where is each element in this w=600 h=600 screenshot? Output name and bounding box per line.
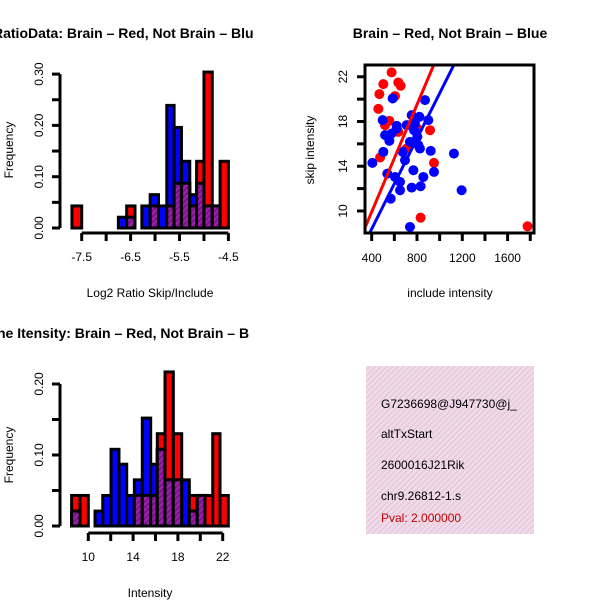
point-not-brain	[395, 185, 406, 196]
y-tick-label: 14	[336, 159, 350, 173]
point-not-brain	[377, 115, 388, 126]
ratio-histogram-bars	[70, 70, 230, 230]
point-not-brain	[456, 185, 467, 196]
y-tick-label: 0.20	[32, 372, 46, 396]
point-brain	[415, 212, 426, 223]
intensity-scatter: Brain – Red, Not Brain – Blue 400 800 1200…	[303, 25, 548, 300]
y-tick-label: 0.20	[32, 113, 46, 137]
y-tick-label: 0.10	[32, 165, 46, 189]
point-not-brain	[420, 95, 431, 106]
info-event-type: altTxStart	[381, 427, 433, 441]
x-tick-label: 1600	[494, 251, 521, 265]
info-event-id: G7236698@J947730@j_	[381, 397, 517, 411]
x-tick-label: 22	[216, 550, 230, 564]
point-not-brain	[425, 145, 436, 156]
point-brain	[395, 80, 406, 91]
point-not-brain	[415, 181, 426, 192]
bar-brain	[218, 493, 230, 528]
plot-frame	[363, 63, 536, 235]
ratio-histogram-xlabel: Log2 Ratio Skip/Include	[87, 286, 214, 300]
y-tick-label: 0.10	[32, 443, 46, 467]
fit-line-brain	[365, 65, 436, 229]
intensity-scatter-xlabel: include intensity	[407, 286, 492, 300]
bar-brain	[70, 204, 84, 230]
intensity-histogram-bars	[70, 370, 230, 528]
info-gene-name: 2600016J21Rik	[381, 458, 465, 472]
info-location: chr9.26812-1.s	[381, 489, 461, 503]
scatter-data	[365, 65, 533, 233]
point-brain	[378, 79, 389, 90]
intensity-histogram-ylabel: Frequency	[2, 427, 16, 484]
x-tick-label: 18	[171, 550, 185, 564]
point-not-brain	[404, 221, 415, 232]
intensity-histogram: ne Itensity: Brain – Red, Not Brain – B …	[0, 325, 249, 600]
info-pval: Pval: 2.000000	[381, 511, 461, 525]
ratio-histogram: RatioData: Brain – Red, Not Brain – Blu …	[0, 25, 254, 300]
intensity-histogram-axes: 0.00 0.10 0.20 10 14 18 22	[32, 372, 230, 564]
info-panel: G7236698@J947730@j_ altTxStart 2600016J2…	[366, 366, 534, 534]
intensity-scatter-plot: 400 800 1200 1600 10 14 18 22	[336, 63, 536, 265]
y-tick-label: 0.30	[32, 62, 46, 86]
point-brain	[428, 157, 439, 168]
x-tick-label: 800	[407, 251, 427, 265]
point-brain	[386, 67, 397, 78]
bar-brain	[211, 432, 222, 528]
point-not-brain	[418, 171, 429, 182]
fit-line-not-brain	[367, 65, 456, 233]
point-brain	[373, 103, 384, 114]
ratio-histogram-axes: 0.00 0.10 0.20 0.30 -7.5 -6.5 -5.5 -4.5	[32, 62, 239, 264]
x-tick-label: 14	[126, 550, 140, 564]
point-not-brain	[397, 146, 408, 157]
bar-brain	[78, 493, 90, 528]
x-tick-label: -4.5	[218, 250, 239, 264]
point-not-brain	[406, 182, 417, 193]
point-not-brain	[408, 165, 419, 176]
ratio-histogram-title: RatioData: Brain – Red, Not Brain – Blu	[0, 25, 254, 41]
point-not-brain	[378, 146, 389, 157]
y-tick-label: 10	[336, 204, 350, 218]
point-not-brain	[448, 148, 459, 159]
y-tick-label: 18	[336, 114, 350, 128]
intensity-histogram-title: ne Itensity: Brain – Red, Not Brain – B	[0, 325, 249, 341]
intensity-scatter-ylabel: skip intensity	[303, 116, 317, 185]
point-not-brain	[387, 93, 398, 104]
point-not-brain	[391, 123, 402, 134]
ratio-histogram-ylabel: Frequency	[2, 122, 16, 179]
y-tick-label: 0.00	[32, 216, 46, 240]
bar-overlap	[125, 215, 137, 230]
x-tick-label: 10	[82, 550, 96, 564]
point-not-brain	[409, 118, 420, 129]
point-not-brain	[367, 157, 378, 168]
y-tick-label: 0.00	[32, 514, 46, 538]
intensity-scatter-title: Brain – Red, Not Brain – Blue	[353, 25, 548, 41]
info-panel-background	[366, 366, 534, 534]
x-tick-label: -5.5	[169, 250, 190, 264]
x-tick-label: -6.5	[120, 250, 141, 264]
x-tick-label: 400	[362, 251, 382, 265]
y-tick-label: 22	[336, 70, 350, 84]
bar-brain	[218, 159, 230, 230]
x-tick-label: -7.5	[71, 250, 92, 264]
point-brain	[522, 221, 533, 232]
x-tick-label: 1200	[449, 251, 476, 265]
intensity-histogram-xlabel: Intensity	[128, 586, 173, 600]
point-brain	[374, 89, 385, 100]
point-brain	[425, 125, 436, 136]
point-not-brain	[428, 166, 439, 177]
